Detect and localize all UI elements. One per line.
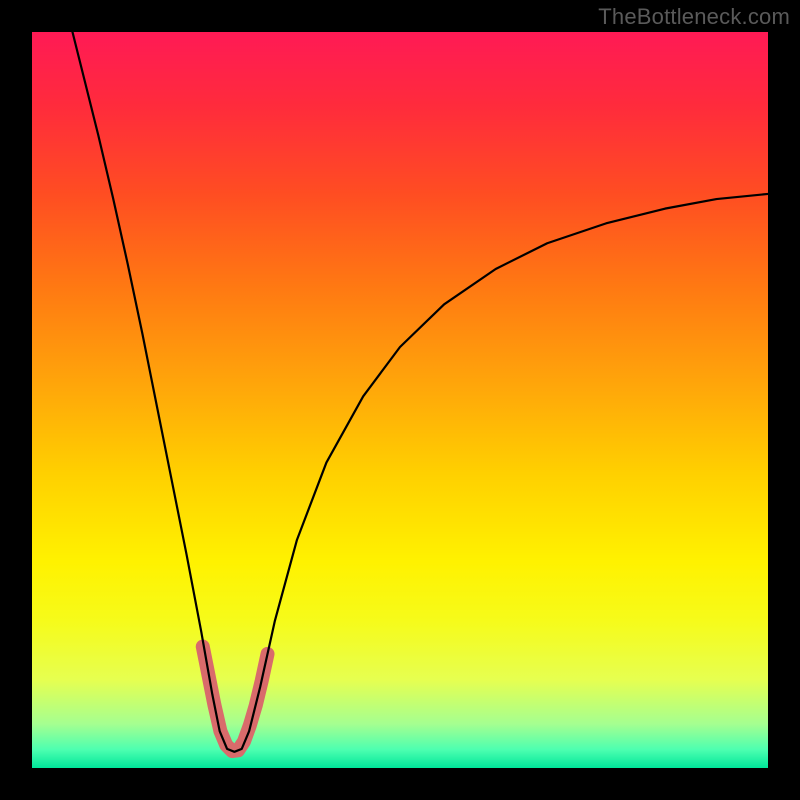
plot-background [32,32,768,768]
bottleneck-curve-chart [0,0,800,800]
watermark-text: TheBottleneck.com [598,4,790,30]
chart-container: TheBottleneck.com [0,0,800,800]
